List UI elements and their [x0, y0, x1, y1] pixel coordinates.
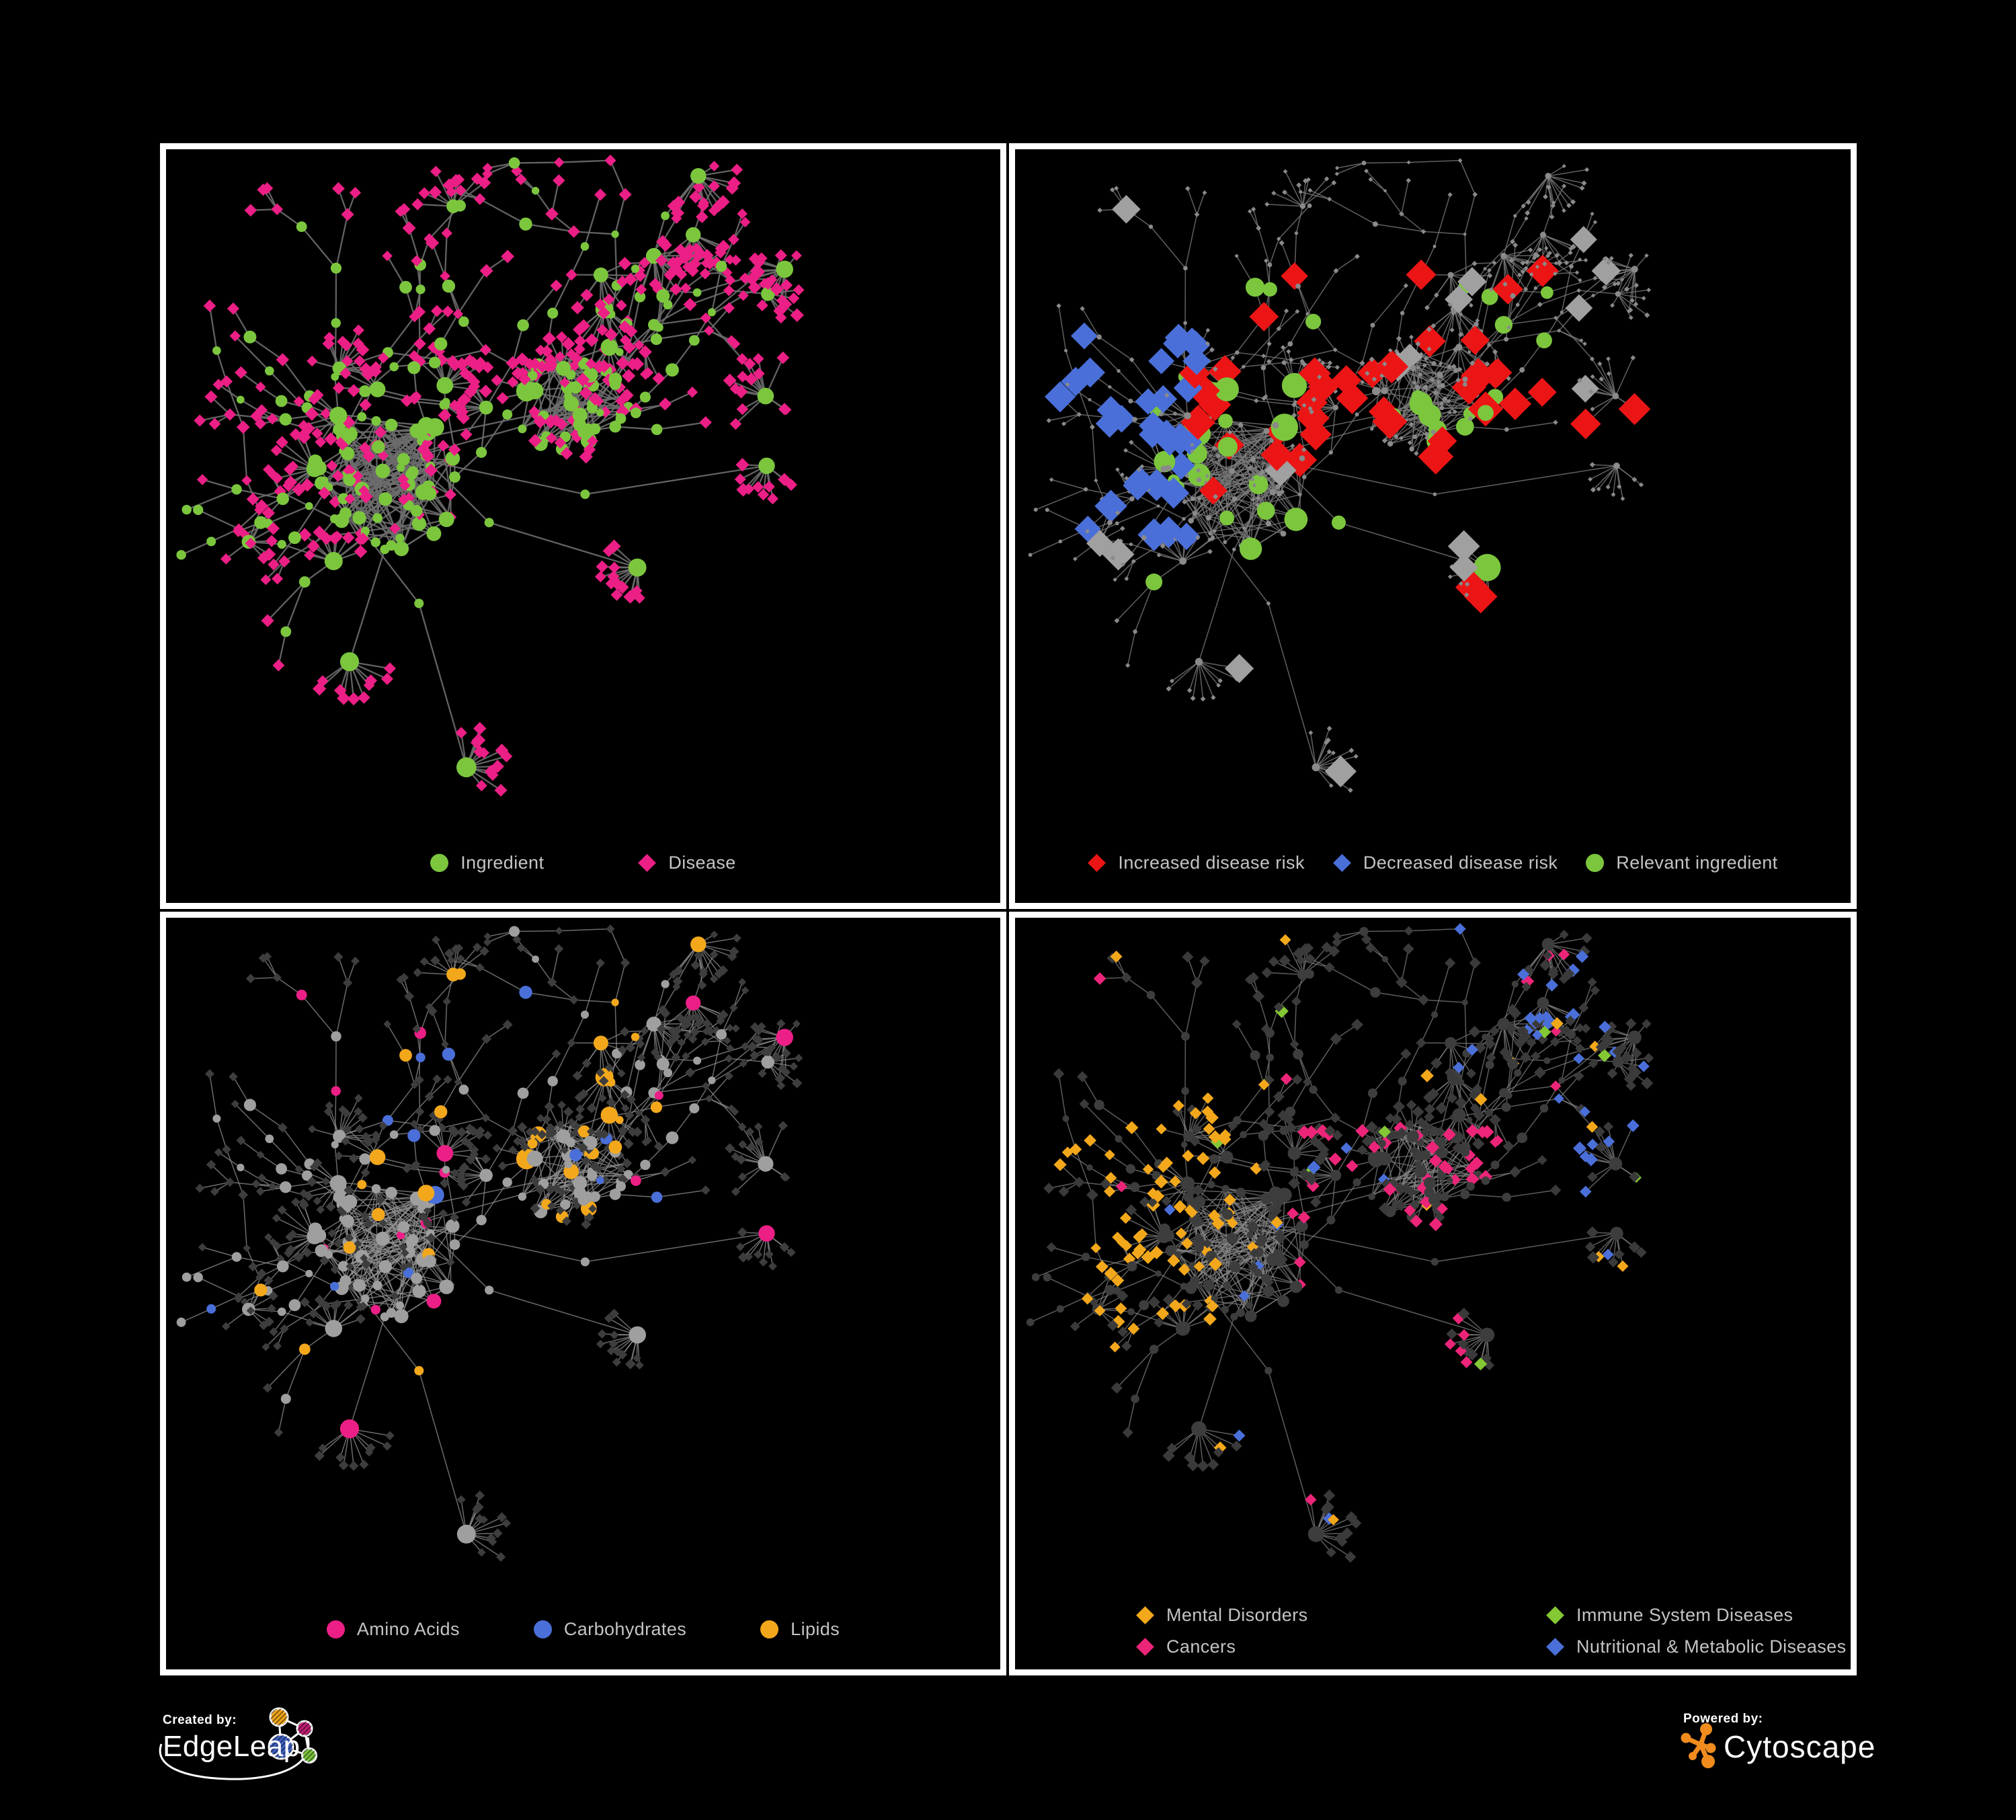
cytoscape-credit: Powered by: Cytoscape: [1681, 1712, 1876, 1768]
panel-ingredient-disease: Ingredient Disease: [160, 143, 1006, 909]
diamond-swatch: [1136, 1606, 1154, 1624]
legend-label: Nutritional & Metabolic Diseases: [1576, 1636, 1847, 1657]
diamond-swatch: [1546, 1638, 1564, 1656]
cytoscape-glyph-icon: [1681, 1723, 1716, 1768]
legend-label: Ingredient: [460, 853, 545, 873]
panel-disease-risk: Increased disease risk Decreased disease…: [1009, 143, 1857, 909]
legend-item-amino-acids: Amino Acids: [326, 1619, 460, 1640]
edgeleap-wordmark: EdgeLeap: [163, 1730, 300, 1763]
circle-swatch: [326, 1620, 345, 1638]
legend-item-carbohydrates: Carbohydrates: [533, 1619, 687, 1640]
diamond-swatch: [1136, 1638, 1154, 1656]
edgeleap-credit: Created by: EdgeLeap: [159, 1707, 317, 1780]
diamond-swatch: [1546, 1606, 1564, 1624]
circle-swatch: [430, 854, 449, 872]
legend-item-nutritional-metabolic-diseases: Nutritional & Metabolic Diseases: [1546, 1636, 1846, 1657]
network-disease-categories[interactable]: [1015, 918, 1851, 1669]
circle-swatch: [533, 1620, 552, 1638]
legend-label: Cancers: [1166, 1636, 1236, 1657]
legend-item-lipids: Lipids: [760, 1619, 840, 1640]
network-nodes[interactable]: [176, 924, 803, 1562]
legend-ingredient-disease: Ingredient Disease: [166, 853, 1000, 873]
legend-label: Lipids: [791, 1619, 840, 1639]
legend-label: Amino Acids: [356, 1619, 460, 1639]
edgeleap-swoosh: [159, 1737, 310, 1780]
cytoscape-wordmark: Cytoscape: [1724, 1729, 1876, 1764]
diamond-swatch: [1332, 854, 1351, 872]
legend-item-mental-disorders: Mental Disorders: [1136, 1605, 1546, 1626]
legend-item-ingredient: Ingredient: [430, 853, 544, 873]
legend-label: Mental Disorders: [1166, 1605, 1308, 1625]
diamond-swatch: [1088, 854, 1106, 872]
network-nodes[interactable]: [1028, 158, 1652, 793]
created-by-label: Created by:: [163, 1713, 237, 1727]
diamond-swatch: [638, 854, 657, 872]
legend-item-relevant-ingredient: Relevant ingredient: [1586, 853, 1777, 873]
legend-item-immune-system-diseases: Immune System Diseases: [1546, 1605, 1846, 1626]
legend-ingredient-classes: Amino Acids Carbohydrates Lipids: [166, 1619, 1000, 1640]
legend-disease-categories: Mental Disorders Immune System Diseases …: [1015, 1605, 1851, 1657]
legend-label: Disease: [668, 853, 736, 873]
legend-item-decreased-disease-risk: Decreased disease risk: [1332, 853, 1558, 873]
legend-label: Relevant ingredient: [1616, 853, 1778, 873]
legend-disease-risk: Increased disease risk Decreased disease…: [1015, 853, 1851, 873]
legend-item-increased-disease-risk: Increased disease risk: [1088, 853, 1304, 873]
edgeleap-logo-nodes-icon: [268, 1707, 317, 1764]
legend-label: Carbohydrates: [563, 1619, 687, 1639]
panel-disease-categories: Mental Disorders Immune System Diseases …: [1009, 912, 1857, 1675]
legend-label: Immune System Diseases: [1576, 1605, 1793, 1625]
circle-swatch: [760, 1620, 779, 1638]
circle-swatch: [1586, 854, 1605, 872]
panel-ingredient-classes: Amino Acids Carbohydrates Lipids: [160, 912, 1006, 1675]
network-ingredient-disease[interactable]: [166, 149, 1000, 903]
legend-label: Increased disease risk: [1118, 853, 1305, 873]
network-nodes[interactable]: [176, 155, 805, 797]
legend-item-disease: Disease: [638, 853, 735, 873]
network-ingredient-classes[interactable]: [166, 918, 1000, 1669]
network-disease-risk[interactable]: [1015, 149, 1851, 903]
powered-by-label: Powered by:: [1683, 1712, 1763, 1726]
legend-label: Decreased disease risk: [1363, 853, 1558, 873]
legend-item-cancers: Cancers: [1136, 1636, 1546, 1657]
network-nodes[interactable]: [1026, 923, 1654, 1563]
